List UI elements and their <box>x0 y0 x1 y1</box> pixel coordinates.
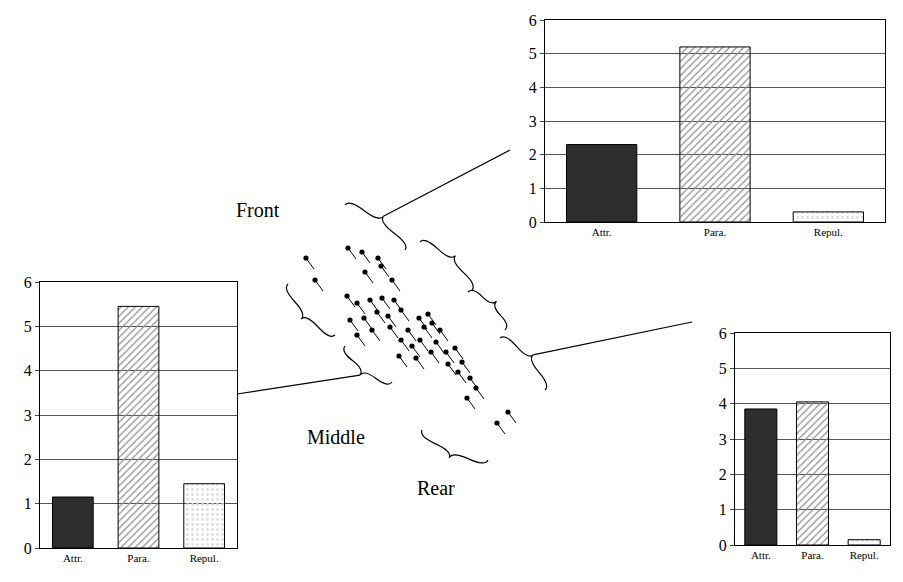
svg-text:Rear: Rear <box>417 477 455 499</box>
svg-text:Repul.: Repul. <box>850 549 879 561</box>
svg-text:4: 4 <box>719 395 727 412</box>
svg-text:5: 5 <box>529 45 537 62</box>
svg-text:Para.: Para. <box>801 549 824 561</box>
svg-text:Attr.: Attr. <box>63 552 83 564</box>
svg-text:0: 0 <box>529 214 537 231</box>
svg-text:0: 0 <box>24 540 32 557</box>
svg-text:2: 2 <box>719 466 727 483</box>
svg-text:Middle: Middle <box>307 426 365 448</box>
svg-text:4: 4 <box>24 362 32 379</box>
svg-text:Front: Front <box>236 199 280 221</box>
svg-text:5: 5 <box>719 360 727 377</box>
svg-text:Repul.: Repul. <box>814 226 843 238</box>
svg-text:0: 0 <box>719 537 727 554</box>
svg-text:Repul.: Repul. <box>190 552 219 564</box>
svg-text:6: 6 <box>24 274 32 291</box>
svg-text:3: 3 <box>529 113 537 130</box>
svg-text:1: 1 <box>719 501 727 518</box>
svg-text:Para.: Para. <box>127 552 150 564</box>
svg-text:Para.: Para. <box>704 226 727 238</box>
svg-text:3: 3 <box>719 431 727 448</box>
svg-text:5: 5 <box>24 318 32 335</box>
svg-text:1: 1 <box>24 495 32 512</box>
svg-text:1: 1 <box>529 180 537 197</box>
svg-text:Attr.: Attr. <box>592 226 612 238</box>
svg-text:2: 2 <box>529 146 537 163</box>
svg-text:6: 6 <box>719 325 727 342</box>
svg-text:2: 2 <box>24 451 32 468</box>
svg-text:Attr.: Attr. <box>751 549 771 561</box>
svg-text:4: 4 <box>529 79 537 96</box>
svg-text:3: 3 <box>24 407 32 424</box>
svg-text:6: 6 <box>529 12 537 29</box>
